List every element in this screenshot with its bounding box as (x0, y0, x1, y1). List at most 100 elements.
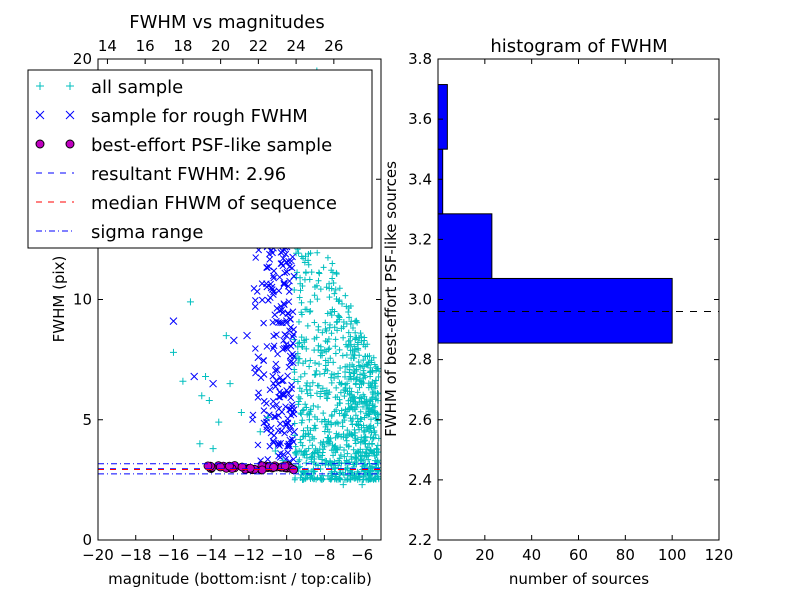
scatter-point-all-sample (315, 453, 322, 460)
scatter-point-rough-sample (288, 401, 296, 408)
scatter-point-all-sample (373, 367, 380, 374)
y-tick-label: 3.6 (408, 110, 432, 128)
scatter-point-all-sample (341, 393, 348, 400)
scatter-point-all-sample (298, 334, 305, 341)
scatter-point-all-sample (296, 294, 303, 301)
scatter-ylabel: FWHM (pix) (50, 256, 68, 343)
scatter-point-all-sample (355, 449, 362, 456)
scatter-point-all-sample (362, 399, 369, 406)
scatter-point-all-sample (297, 436, 304, 443)
scatter-point-all-sample (317, 286, 324, 293)
scatter-point-all-sample (350, 446, 357, 453)
scatter-point-all-sample (335, 312, 342, 319)
scatter-point-all-sample (304, 379, 311, 386)
scatter-point-all-sample (342, 292, 349, 299)
scatter-point-all-sample (364, 361, 371, 368)
scatter-point-all-sample (314, 449, 321, 456)
scatter-point-all-sample (355, 362, 362, 369)
scatter-point-all-sample (344, 476, 351, 483)
scatter-point-all-sample (305, 431, 312, 438)
scatter-point-all-sample (352, 381, 359, 388)
scatter-point-all-sample (309, 433, 316, 440)
scatter-point-all-sample (315, 277, 322, 284)
scatter-point-all-sample (366, 449, 374, 457)
scatter-point-rough-sample (274, 439, 282, 447)
x-tick-label: −20 (82, 546, 114, 564)
scatter-point-all-sample (322, 366, 329, 373)
scatter-point-all-sample (354, 339, 361, 346)
scatter-point-rough-sample (266, 250, 273, 258)
scatter-point-all-sample (327, 476, 334, 483)
x-tick-label: −14 (195, 546, 227, 564)
scatter-point-all-sample (222, 332, 230, 340)
scatter-point-rough-sample (286, 426, 294, 434)
scatter-point-all-sample (323, 284, 330, 291)
scatter-point-all-sample (316, 360, 323, 367)
scatter-point-all-sample (362, 449, 369, 456)
scatter-point-rough-sample (263, 264, 270, 271)
scatter-point-all-sample (322, 418, 329, 425)
scatter-point-all-sample (291, 366, 298, 373)
scatter-point-all-sample (313, 334, 320, 341)
scatter-point-all-sample (336, 297, 343, 304)
scatter-point-all-sample (298, 309, 305, 316)
scatter-point-all-sample (366, 352, 373, 359)
scatter-point-rough-sample (272, 383, 279, 390)
scatter-point-all-sample (344, 465, 351, 472)
scatter-point-rough-sample (288, 381, 295, 389)
scatter-point-all-sample (324, 472, 331, 479)
scatter-point-rough-sample (254, 353, 263, 362)
scatter-point-all-sample (347, 347, 354, 354)
legend-label: best-effort PSF-like sample (91, 135, 332, 156)
scatter-point-all-sample (356, 474, 363, 481)
scatter-point-all-sample (340, 431, 347, 438)
scatter-point-all-sample (347, 302, 354, 309)
scatter-point-all-sample (343, 352, 350, 359)
scatter-point-all-sample (317, 388, 324, 395)
scatter-point-all-sample (328, 447, 335, 454)
scatter-point-all-sample (325, 336, 332, 343)
scatter-point-all-sample (293, 274, 300, 281)
scatter-point-all-sample (323, 387, 330, 394)
x-tick-label: −10 (271, 546, 303, 564)
top-tick-label: 18 (173, 37, 192, 55)
legend-entry-rough-sample: sample for rough FWHM (35, 106, 308, 127)
scatter-point-all-sample (310, 468, 317, 475)
scatter-point-rough-sample (252, 297, 259, 304)
scatter-point-rough-sample (271, 366, 279, 374)
scatter-point-all-sample (341, 447, 348, 454)
scatter-point-rough-sample (279, 345, 287, 353)
scatter-point-all-sample (333, 419, 340, 426)
scatter-point-all-sample (361, 372, 368, 379)
x-tick-label: 120 (705, 546, 734, 564)
scatter-point-rough-sample (290, 326, 298, 333)
scatter-point-all-sample (371, 407, 378, 414)
scatter-point-all-sample (299, 282, 306, 289)
scatter-point-all-sample (215, 418, 223, 426)
scatter-point-all-sample (363, 424, 370, 431)
scatter-point-all-sample (328, 285, 335, 292)
scatter-point-all-sample (300, 427, 307, 434)
scatter-point-all-sample (334, 446, 341, 453)
scatter-point-all-sample (346, 385, 353, 392)
scatter-point-rough-sample (283, 344, 291, 352)
legend-box (27, 69, 373, 249)
scatter-point-all-sample (331, 290, 338, 297)
scatter-point-all-sample (319, 441, 326, 448)
scatter-point-all-sample (305, 410, 312, 417)
scatter-point-all-sample (327, 374, 334, 381)
scatter-point-all-sample (356, 473, 363, 480)
scatter-point-all-sample (347, 373, 354, 380)
scatter-panel: −20−18−16−14−12−10−8−6051015201416182022… (27, 12, 382, 588)
scatter-point-all-sample (361, 427, 368, 434)
scatter-point-rough-sample (273, 305, 281, 312)
scatter-point-all-sample (303, 459, 310, 466)
legend-marker-x (35, 110, 75, 120)
scatter-point-rough-sample (287, 423, 295, 430)
scatter-point-all-sample (358, 457, 365, 464)
scatter-point-all-sample (322, 357, 329, 364)
scatter-point-all-sample (332, 473, 339, 480)
scatter-point-all-sample (302, 358, 309, 365)
scatter-point-all-sample (315, 403, 322, 410)
scatter-point-rough-sample (266, 386, 274, 394)
